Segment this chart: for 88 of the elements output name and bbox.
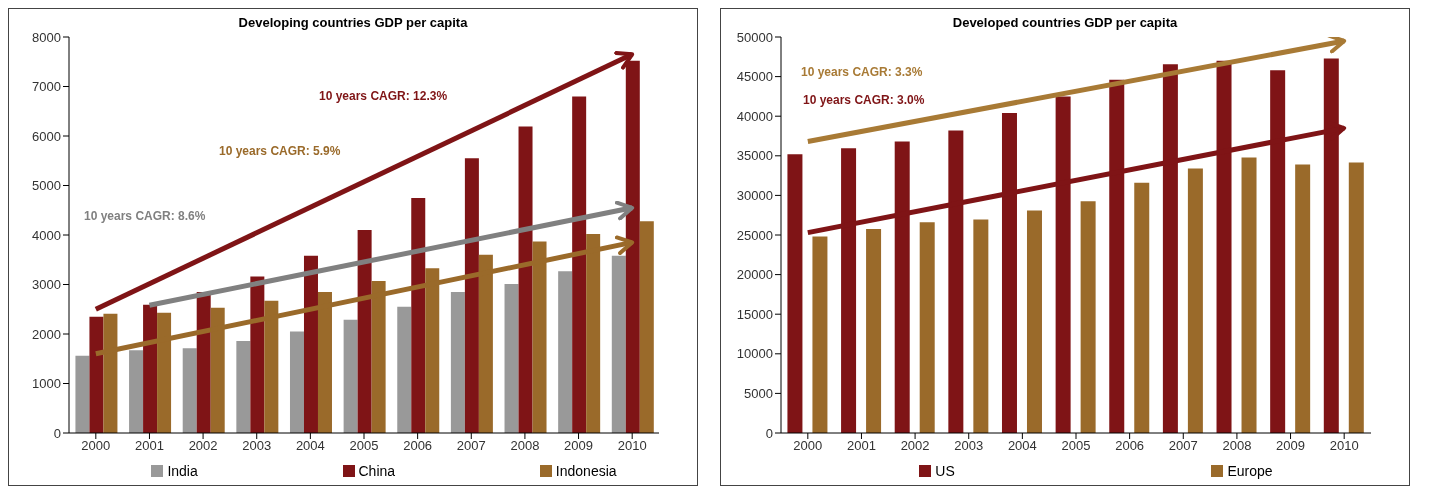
bar — [1348, 162, 1364, 433]
annotation: 10 years CAGR: 5.9% — [219, 144, 341, 158]
x-tick-label: 2004 — [295, 438, 325, 454]
bar — [1241, 157, 1257, 433]
annotation: 10 years CAGR: 3.3% — [801, 65, 923, 79]
bar — [611, 255, 626, 433]
y-tick-label: 40000 — [736, 108, 773, 124]
y-tick-label: 8000 — [32, 29, 61, 45]
y-tick-label: 0 — [765, 425, 773, 441]
x-tick-label: 2003 — [954, 438, 984, 454]
x-tick-label: 2006 — [1115, 438, 1145, 454]
x-tick-label: 2000 — [81, 438, 111, 454]
x-tick-label: 2002 — [188, 438, 218, 454]
y-tick-label: 1000 — [32, 376, 61, 392]
legend-label: China — [358, 463, 396, 479]
x-tick-label: 2007 — [456, 438, 486, 454]
y-tick-label: 2000 — [32, 326, 61, 342]
y-tick-label: 35000 — [736, 148, 773, 164]
y-tick-label: 30000 — [736, 188, 773, 204]
x-tick-label: 2007 — [1168, 438, 1198, 454]
x-tick-label: 2010 — [617, 438, 647, 454]
bar — [129, 350, 144, 433]
bar — [1134, 182, 1150, 433]
x-tick-label: 2002 — [900, 438, 930, 454]
y-tick-label: 20000 — [736, 267, 773, 283]
x-tick-label: 2005 — [1061, 438, 1091, 454]
bar — [464, 158, 479, 433]
y-tick-label: 0 — [53, 425, 61, 441]
legend-label: Europe — [1227, 463, 1273, 479]
bar — [812, 236, 828, 433]
annotation: 10 years CAGR: 8.6% — [84, 209, 206, 223]
y-tick-label: 3000 — [32, 277, 61, 293]
y-tick-label: 4000 — [32, 227, 61, 243]
bar — [572, 96, 587, 433]
y-tick-label: 15000 — [736, 306, 773, 322]
y-tick-label: 6000 — [32, 128, 61, 144]
x-tick-label: 2010 — [1329, 438, 1359, 454]
chart-title: Developing countries GDP per capita — [238, 15, 468, 30]
bar — [518, 126, 533, 433]
bar — [75, 355, 90, 433]
x-tick-label: 2003 — [242, 438, 272, 454]
x-tick-label: 2008 — [1222, 438, 1252, 454]
y-tick-label: 5000 — [744, 386, 773, 402]
bar — [558, 271, 573, 433]
bar — [303, 255, 318, 433]
bar — [196, 291, 211, 433]
bar — [343, 319, 358, 433]
bar — [1295, 164, 1311, 433]
y-tick-label: 25000 — [736, 227, 773, 243]
x-tick-label: 2004 — [1007, 438, 1037, 454]
x-tick-label: 2009 — [1276, 438, 1306, 454]
x-tick-label: 2000 — [793, 438, 823, 454]
bar — [397, 306, 412, 433]
x-tick-label: 2001 — [846, 438, 876, 454]
bar — [357, 230, 372, 433]
x-tick-label: 2008 — [510, 438, 540, 454]
legend-label: Indonesia — [555, 463, 617, 479]
bar — [182, 348, 197, 433]
y-tick-label: 5000 — [32, 178, 61, 194]
bar — [919, 222, 935, 433]
bar — [1080, 201, 1096, 433]
x-tick-label: 2005 — [349, 438, 379, 454]
bar — [236, 340, 251, 433]
legend-label: India — [167, 463, 198, 479]
bar — [450, 291, 465, 433]
chart-title: Developed countries GDP per capita — [952, 15, 1178, 30]
x-tick-label: 2006 — [403, 438, 433, 454]
annotation: 10 years CAGR: 12.3% — [319, 89, 448, 103]
y-tick-label: 10000 — [736, 346, 773, 362]
bar — [250, 276, 265, 433]
bar — [1026, 210, 1042, 433]
bar — [866, 229, 882, 433]
y-tick-label: 7000 — [32, 79, 61, 95]
bar — [143, 304, 158, 433]
bar — [1187, 168, 1203, 433]
annotation: 10 years CAGR: 3.0% — [803, 93, 925, 107]
bar — [639, 221, 654, 433]
legend-label: US — [935, 463, 955, 479]
y-tick-label: 45000 — [736, 69, 773, 85]
y-tick-label: 50000 — [736, 29, 773, 45]
bar — [89, 316, 104, 433]
bar — [411, 197, 426, 433]
x-tick-label: 2001 — [134, 438, 164, 454]
bar — [504, 284, 519, 433]
bar — [289, 331, 304, 433]
x-tick-label: 2009 — [564, 438, 594, 454]
bar — [787, 154, 803, 433]
bar — [973, 219, 989, 433]
